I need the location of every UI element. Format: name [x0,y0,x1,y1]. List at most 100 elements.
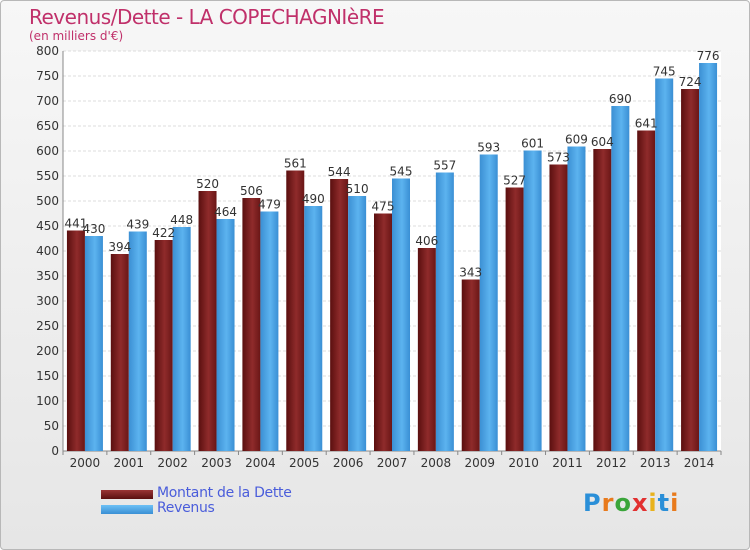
data-label-revenus: 776 [697,49,720,63]
bar-revenus [84,236,103,451]
data-label-revenus: 490 [302,192,325,206]
bar-revenus [304,206,323,451]
data-label-revenus: 609 [565,133,588,147]
x-tick-label: 2009 [464,456,495,470]
data-label-dette: 394 [108,240,131,254]
data-label-dette: 527 [503,174,526,188]
legend-swatch-dette [101,490,153,499]
bar-revenus [699,63,718,451]
bar-revenus [435,172,454,451]
data-label-dette: 422 [152,226,175,240]
bar-dette [66,230,85,451]
bar-revenus [260,211,279,451]
data-label-revenus: 557 [433,159,456,173]
y-tick-label: 450 [36,219,59,233]
logo-letter: t [657,489,671,517]
data-label-dette: 520 [196,177,219,191]
data-label-dette: 343 [459,266,482,280]
bar-revenus [216,219,235,451]
data-label-dette: 604 [591,135,614,149]
chart-title: Revenus/Dette - LA COPECHAGNIèRE [29,5,385,29]
x-tick-label: 2006 [333,456,364,470]
x-tick-label: 2004 [245,456,276,470]
data-label-revenus: 593 [477,141,500,155]
data-label-revenus: 479 [258,198,281,212]
x-tick-label: 2002 [157,456,188,470]
data-label-dette: 441 [64,217,87,231]
x-tick-label: 2008 [421,456,452,470]
x-tick-label: 2012 [596,456,627,470]
chart-subtitle: (en milliers d'€) [29,29,124,43]
data-label-revenus: 430 [82,222,105,236]
y-tick-label: 700 [36,94,59,108]
logo-letter: o [614,489,632,517]
y-tick-label: 150 [36,369,59,383]
bar-dette [417,248,436,451]
y-tick-label: 750 [36,69,59,83]
bar-dette [549,164,568,451]
bar-revenus [128,231,147,451]
logo-letter: i [648,489,658,517]
data-label-dette: 475 [372,200,395,214]
y-tick-label: 300 [36,294,59,308]
data-label-dette: 544 [328,165,351,179]
proxiti-logo: Proxiti [583,489,679,517]
y-tick-label: 800 [36,44,59,58]
x-tick-label: 2014 [684,456,715,470]
bar-dette [681,89,700,451]
logo-letter: r [601,489,615,517]
bar-dette [242,198,261,451]
bar-dette [198,191,217,451]
bar-revenus [348,196,367,451]
data-label-revenus: 690 [609,92,632,106]
bar-revenus [567,146,586,451]
bar-dette [637,130,656,451]
y-tick-label: 0 [51,444,59,458]
y-tick-label: 400 [36,244,59,258]
logo-letter: x [631,489,649,517]
bar-dette [110,254,129,451]
logo-letter: i [670,489,680,517]
x-tick-label: 2001 [114,456,145,470]
logo-letter: P [583,489,602,517]
y-tick-label: 600 [36,144,59,158]
bar-dette [461,279,480,451]
data-label-dette: 561 [284,157,307,171]
x-tick-label: 2005 [289,456,320,470]
y-tick-label: 250 [36,319,59,333]
bar-revenus [611,106,630,451]
y-tick-label: 100 [36,394,59,408]
data-label-revenus: 464 [214,205,237,219]
bar-revenus [392,178,410,451]
data-label-dette: 406 [415,234,438,248]
data-label-revenus: 510 [346,182,369,196]
legend-swatch-revenus [101,505,153,514]
bar-dette [505,187,524,451]
bar-dette [330,179,349,451]
data-label-dette: 724 [679,75,702,89]
bar-revenus [479,154,498,451]
data-label-dette: 573 [547,151,570,165]
bar-dette [374,213,392,451]
data-label-dette: 641 [635,117,658,131]
y-tick-label: 50 [44,419,59,433]
data-label-revenus: 545 [390,165,413,179]
x-tick-label: 2010 [508,456,539,470]
data-label-revenus: 448 [170,213,193,227]
bar-dette [286,170,305,451]
y-tick-label: 550 [36,169,59,183]
y-tick-label: 650 [36,119,59,133]
x-tick-label: 2011 [552,456,583,470]
y-tick-label: 500 [36,194,59,208]
x-tick-label: 2013 [640,456,671,470]
data-label-dette: 506 [240,184,263,198]
bar-revenus [655,78,674,451]
data-label-revenus: 601 [521,137,544,151]
bar-revenus [523,150,542,451]
bar-revenus [172,227,191,451]
x-tick-label: 2007 [377,456,408,470]
y-tick-label: 350 [36,269,59,283]
legend-label-revenus: Revenus [157,500,215,516]
